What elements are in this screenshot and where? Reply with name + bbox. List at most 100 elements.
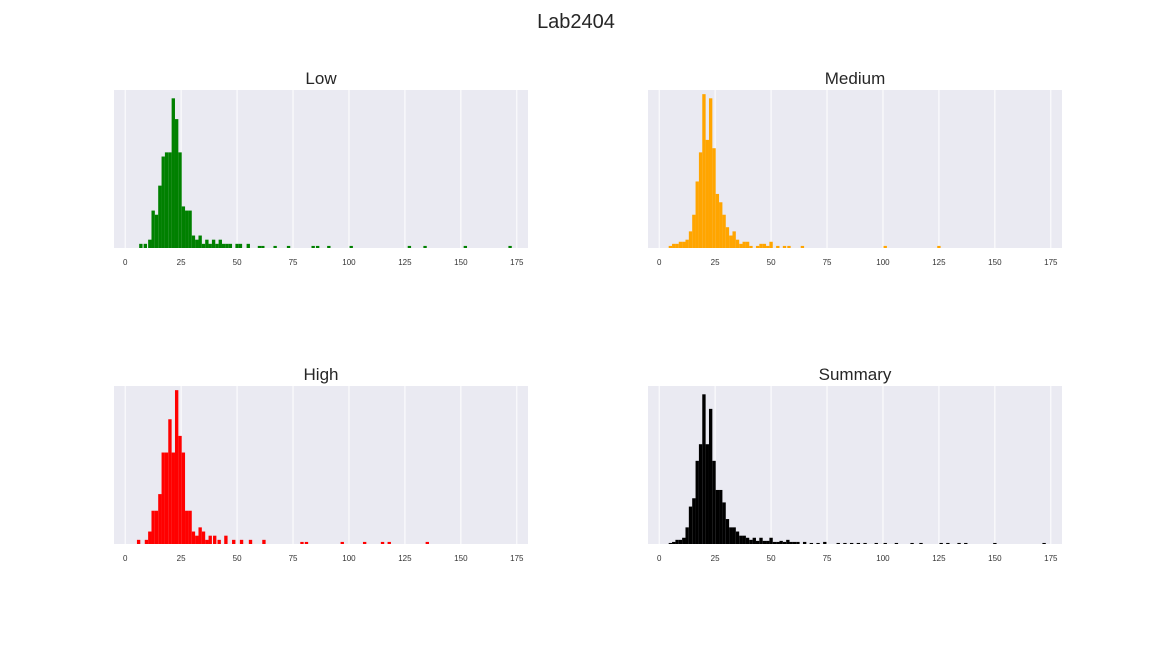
x-tick-label: 175	[510, 258, 524, 267]
histogram-bar	[685, 527, 689, 544]
histogram-bar	[682, 241, 686, 248]
histogram-bar	[874, 542, 878, 544]
histogram-bar	[863, 542, 867, 544]
x-tick-label: 0	[123, 554, 128, 563]
histogram-bar	[769, 537, 773, 544]
histogram-bar	[745, 241, 750, 248]
histogram-bar	[228, 243, 233, 248]
histogram-bar	[675, 243, 679, 248]
histogram-bar	[261, 245, 265, 248]
histogram-bar	[779, 540, 783, 544]
histogram-bar	[964, 542, 968, 544]
histogram-bar	[239, 539, 244, 544]
histogram-bar	[769, 241, 773, 248]
histogram-bar	[849, 542, 854, 544]
x-tick-label: 75	[823, 554, 832, 563]
histogram-bar	[678, 241, 683, 248]
histogram-bar	[682, 537, 686, 544]
histogram-bar	[181, 206, 186, 248]
subplot-high: High 0 25 50 75 100 125 150 175	[114, 365, 528, 563]
histogram-bar	[218, 239, 222, 248]
histogram-bar	[273, 245, 277, 248]
histogram-bar	[722, 502, 726, 544]
x-tick-label: 25	[177, 554, 186, 563]
histogram-bar	[702, 94, 706, 248]
histogram-bar	[349, 245, 353, 248]
histogram-bar	[946, 542, 950, 544]
histogram-bar	[508, 245, 512, 248]
x-tick-label: 0	[657, 554, 662, 563]
histogram-bar	[719, 202, 723, 248]
x-tick-label: 50	[233, 554, 242, 563]
histogram-bar	[722, 214, 726, 248]
histogram-bar	[224, 535, 228, 544]
histogram-bar	[139, 243, 143, 248]
histogram-bar	[151, 210, 155, 248]
histogram-bar	[304, 541, 309, 544]
histogram-bar	[672, 243, 676, 248]
x-tick-label: 175	[1044, 554, 1058, 563]
histogram-bar	[148, 239, 152, 248]
x-tick-label: 175	[1044, 258, 1058, 267]
x-tick-label: 125	[932, 554, 946, 563]
histogram-bar	[1042, 542, 1046, 544]
histogram-bar	[168, 419, 172, 544]
histogram-bar	[735, 531, 740, 544]
histogram-bar	[749, 539, 753, 544]
histogram-bar	[407, 245, 412, 248]
histogram-bar	[705, 444, 709, 544]
histogram-bar	[213, 535, 217, 544]
histogram-bar	[678, 539, 683, 544]
histogram-bar	[262, 539, 266, 544]
histogram-bar	[708, 98, 713, 248]
histogram-bar	[198, 235, 202, 248]
histogram-bar	[772, 541, 777, 544]
subplot-title-low: Low	[305, 69, 337, 88]
histogram-bar	[939, 542, 943, 544]
histogram-bar	[787, 245, 791, 248]
histogram-bar	[749, 245, 753, 248]
x-tick-label: 25	[711, 258, 720, 267]
x-tick-label: 100	[876, 258, 890, 267]
histogram-bar	[883, 542, 887, 544]
x-tick-label: 175	[510, 554, 524, 563]
x-tick-label: 100	[342, 554, 356, 563]
histogram-bar	[221, 243, 226, 248]
histogram-bar	[164, 452, 169, 544]
histogram-bar	[729, 235, 733, 248]
histogram-bar	[257, 245, 262, 248]
histogram-bar	[205, 539, 209, 544]
histogram-bar	[154, 510, 159, 544]
histogram-bar	[208, 243, 212, 248]
histogram-bar	[698, 152, 703, 248]
histogram-bar	[712, 460, 716, 544]
x-tick-label: 150	[454, 258, 468, 267]
histogram-bar	[789, 541, 793, 544]
histogram-bar	[161, 156, 165, 248]
histogram-bar	[380, 541, 385, 544]
x-tick-label: 0	[123, 258, 128, 267]
histogram-bar	[894, 542, 899, 544]
histogram-bar	[796, 541, 800, 544]
histogram-bar	[211, 239, 216, 248]
histogram-bar	[668, 245, 673, 248]
histogram-bar	[776, 245, 780, 248]
histogram-bar	[327, 245, 331, 248]
histogram-bar	[883, 245, 887, 248]
histogram-bar	[672, 541, 676, 544]
histogram-bar	[742, 241, 746, 248]
subplot-title-medium: Medium	[825, 69, 885, 88]
histogram-bar	[174, 119, 179, 249]
histogram-bar	[300, 541, 304, 544]
x-tick-label: 75	[823, 258, 832, 267]
x-tick-label: 125	[932, 258, 946, 267]
histogram-bar	[171, 98, 175, 248]
x-tick-label: 100	[342, 258, 356, 267]
histogram-bar	[732, 527, 736, 544]
histogram-bar	[759, 243, 763, 248]
histogram-bar	[937, 245, 941, 248]
x-tick-label: 50	[767, 554, 776, 563]
x-tick-label: 125	[398, 258, 412, 267]
x-tick-label: 75	[289, 258, 298, 267]
histogram-bar	[178, 435, 182, 544]
